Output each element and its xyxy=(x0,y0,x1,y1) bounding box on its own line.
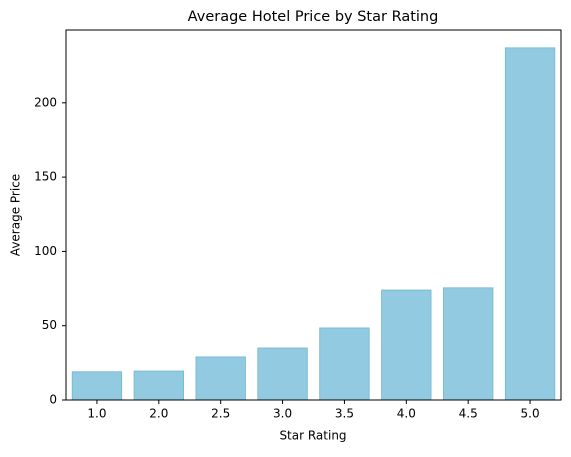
plot-frame xyxy=(65,29,562,401)
y-tick-label: 150 xyxy=(34,170,57,184)
bar xyxy=(443,287,494,401)
x-tick-label: 4.5 xyxy=(459,407,478,421)
y-tick-label: 100 xyxy=(34,244,57,258)
y-axis-label: Average Price xyxy=(9,174,23,256)
x-tick-label: 5.0 xyxy=(521,407,540,421)
bar xyxy=(381,289,432,401)
bar xyxy=(195,356,246,401)
x-tick-label: 2.5 xyxy=(211,407,230,421)
bar xyxy=(257,347,308,401)
chart-title: Average Hotel Price by Star Rating xyxy=(188,9,439,25)
x-tick-label: 3.5 xyxy=(335,407,354,421)
x-tick-label: 1.0 xyxy=(87,407,106,421)
bar xyxy=(504,47,556,401)
x-tick-label: 4.0 xyxy=(397,407,416,421)
bar xyxy=(133,370,184,401)
x-tick-label: 3.0 xyxy=(273,407,292,421)
x-axis-label: Star Rating xyxy=(279,429,346,443)
y-tick-label: 200 xyxy=(34,95,57,109)
bar xyxy=(319,327,370,401)
x-tick-label: 2.0 xyxy=(149,407,168,421)
y-tick-label: 50 xyxy=(42,318,57,332)
bar xyxy=(71,371,123,401)
y-tick-label: 0 xyxy=(49,393,57,407)
